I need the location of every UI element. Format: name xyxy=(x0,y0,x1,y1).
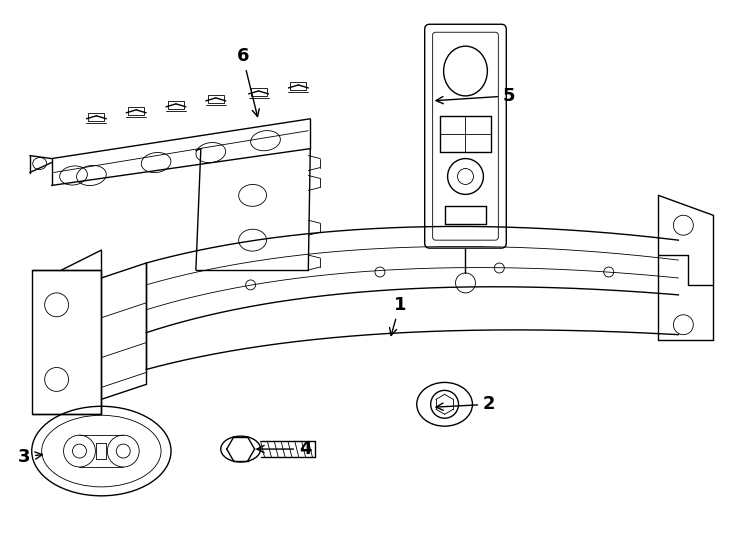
Text: 4: 4 xyxy=(257,440,311,458)
Text: 1: 1 xyxy=(390,296,406,335)
Text: 2: 2 xyxy=(436,395,495,413)
Text: 6: 6 xyxy=(236,47,259,117)
Text: 5: 5 xyxy=(436,87,515,105)
Text: 3: 3 xyxy=(18,448,43,466)
